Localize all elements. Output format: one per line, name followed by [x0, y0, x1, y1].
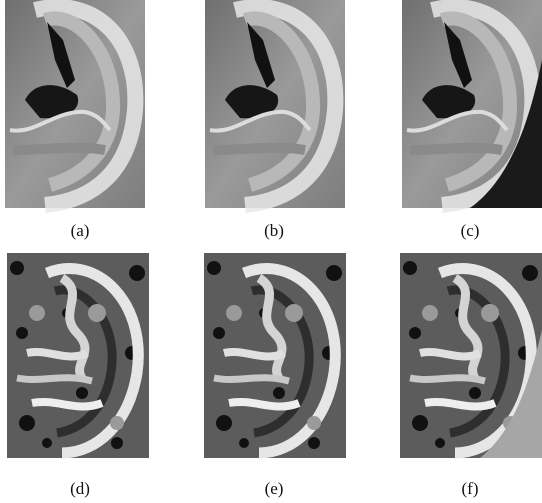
- segmented-image: [400, 253, 542, 458]
- panel-label: (b): [264, 221, 284, 240]
- ear-image: [5, 0, 145, 208]
- panel-label: (d): [70, 479, 90, 498]
- panel-label: (e): [265, 479, 284, 498]
- panel-label: (a): [71, 221, 90, 240]
- figure: (a) (b) (c) (d) (e) (f): [0, 0, 542, 503]
- panel-label: (f): [462, 479, 479, 498]
- page: {"panels": [{"label": "(a)"}, {"label": …: [0, 0, 542, 503]
- ear-image: [205, 0, 345, 208]
- segmented-image: [204, 253, 346, 458]
- panel-label: (c): [461, 221, 480, 240]
- segmented-image: [7, 253, 149, 458]
- ear-image: [402, 0, 542, 208]
